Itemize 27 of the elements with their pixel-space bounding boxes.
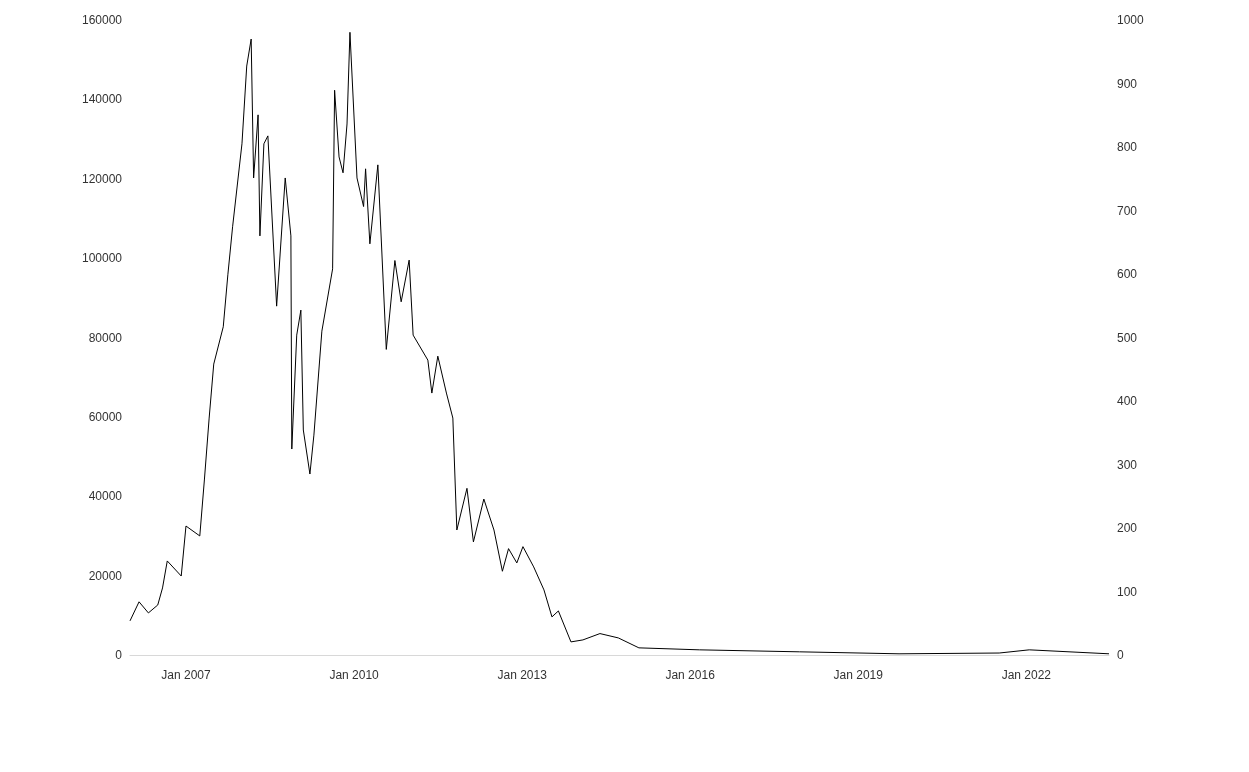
x-tick-label: Jan 2019: [833, 668, 884, 682]
x-tick-label: Jan 2007: [161, 668, 211, 682]
y2-tick-label: 800: [1117, 140, 1138, 154]
y2-tick-label: 100: [1117, 584, 1138, 599]
y2-tick-label: 700: [1117, 203, 1138, 218]
y2-tick-label: 400: [1117, 394, 1138, 408]
y-tick-label: 120000: [81, 171, 123, 186]
y-tick-label: 80000: [88, 330, 123, 345]
y2-tick-label: 1000: [1117, 13, 1145, 27]
y-tick-label: 100000: [81, 251, 123, 266]
y2-tick-label: 600: [1117, 267, 1138, 281]
y-tick-label: 0: [115, 648, 123, 662]
y2-tick-label: 500: [1117, 330, 1138, 345]
x-tick-label: Jan 2013: [497, 668, 548, 682]
x-tick-label: Jan 2022: [1001, 668, 1052, 682]
y2-tick-label: 0: [1117, 648, 1124, 662]
y-tick-label: 140000: [81, 92, 123, 107]
y-tick-label: 20000: [88, 568, 123, 583]
x-tick-label: Jan 2016: [665, 668, 716, 682]
y2-tick-label: 200: [1117, 521, 1138, 535]
line-series: [129, 31, 1110, 655]
y2-tick-label: 300: [1117, 457, 1138, 472]
x-tick-label: Jan 2010: [329, 668, 380, 682]
y-tick-label: 60000: [88, 409, 123, 424]
y-tick-label: 40000: [88, 489, 123, 504]
y-tick-label: 160000: [81, 13, 123, 27]
y2-tick-label: 900: [1117, 76, 1138, 91]
